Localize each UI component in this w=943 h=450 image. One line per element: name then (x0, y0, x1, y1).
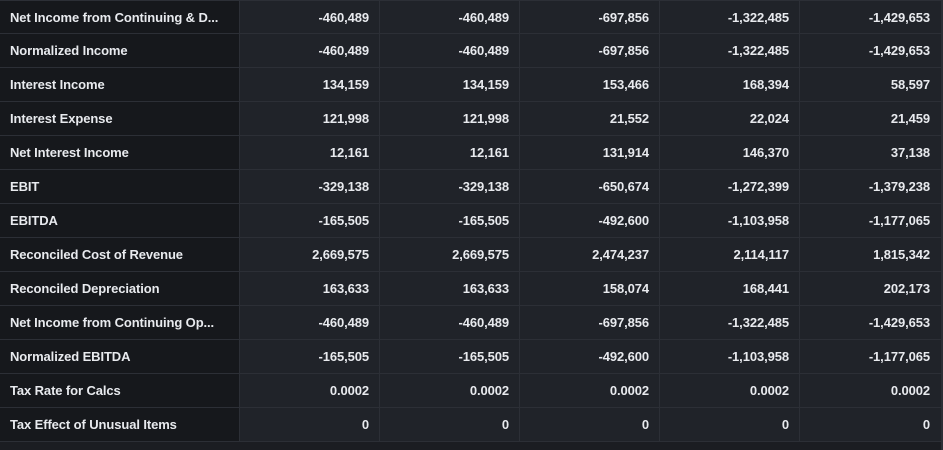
table-row[interactable]: Net Income from Continuing & D... -460,48… (0, 1, 943, 34)
row-label: Tax Effect of Unusual Items (0, 408, 240, 441)
value-cell: -1,322,485 (660, 306, 800, 339)
row-label: Net Interest Income (0, 136, 240, 169)
value-cell: 12,161 (240, 136, 380, 169)
value-cell: 22,024 (660, 102, 800, 135)
value-cell: -1,379,238 (800, 170, 943, 203)
value-cell: 2,669,575 (380, 238, 520, 271)
value-cell: 37,138 (800, 136, 943, 169)
table-row[interactable]: Tax Rate for Calcs 0.0002 0.0002 0.0002 0.00… (0, 374, 943, 408)
value-cell: 0 (800, 408, 943, 441)
row-label: Reconciled Cost of Revenue (0, 238, 240, 271)
value-cell: -460,489 (380, 34, 520, 67)
value-cell: 163,633 (240, 272, 380, 305)
value-cell: -165,505 (380, 204, 520, 237)
value-cell: -1,103,958 (660, 204, 800, 237)
value-cell: 2,474,237 (520, 238, 660, 271)
row-label: Reconciled Depreciation (0, 272, 240, 305)
value-cell: 21,552 (520, 102, 660, 135)
value-cell: 58,597 (800, 68, 943, 101)
row-label: EBIT (0, 170, 240, 203)
value-cell: -1,429,653 (800, 306, 943, 339)
value-cell: 0 (660, 408, 800, 441)
table-row[interactable]: Net Income from Continuing Op... -460,489… (0, 306, 943, 340)
value-cell: -492,600 (520, 204, 660, 237)
value-cell: -460,489 (240, 1, 380, 33)
value-cell: -1,429,653 (800, 34, 943, 67)
value-cell: 0.0002 (380, 374, 520, 407)
value-cell: 0.0002 (660, 374, 800, 407)
value-cell: -1,322,485 (660, 1, 800, 33)
value-cell: 0 (240, 408, 380, 441)
row-label: Interest Income (0, 68, 240, 101)
value-cell: -460,489 (240, 34, 380, 67)
row-label: Normalized EBITDA (0, 340, 240, 373)
row-label: Interest Expense (0, 102, 240, 135)
value-cell: 12,161 (380, 136, 520, 169)
value-cell: 168,394 (660, 68, 800, 101)
value-cell: 121,998 (380, 102, 520, 135)
value-cell: -697,856 (520, 1, 660, 33)
value-cell: -1,103,958 (660, 340, 800, 373)
value-cell: 158,074 (520, 272, 660, 305)
table-row[interactable]: Interest Expense 121,998 121,998 21,552 22,0… (0, 102, 943, 136)
value-cell: -165,505 (380, 340, 520, 373)
value-cell: 0 (520, 408, 660, 441)
table-row[interactable]: Reconciled Depreciation 163,633 163,633 158… (0, 272, 943, 306)
value-cell: 1,815,342 (800, 238, 943, 271)
value-cell: -1,177,065 (800, 340, 943, 373)
value-cell: -165,505 (240, 204, 380, 237)
value-cell: -460,489 (240, 306, 380, 339)
value-cell: -460,489 (380, 1, 520, 33)
table-row[interactable]: Reconciled Cost of Revenue 2,669,575 2,669… (0, 238, 943, 272)
value-cell: -329,138 (380, 170, 520, 203)
table-row[interactable]: Tax Effect of Unusual Items 0 0 0 0 0 (0, 408, 943, 442)
value-cell: 146,370 (660, 136, 800, 169)
scrollbar-edge[interactable] (941, 0, 943, 450)
value-cell: 0 (380, 408, 520, 441)
value-cell: 0.0002 (240, 374, 380, 407)
value-cell: -1,429,653 (800, 1, 943, 33)
value-cell: -165,505 (240, 340, 380, 373)
value-cell: 202,173 (800, 272, 943, 305)
table-row[interactable]: Interest Income 134,159 134,159 153,466 168,… (0, 68, 943, 102)
value-cell: -1,177,065 (800, 204, 943, 237)
value-cell: -492,600 (520, 340, 660, 373)
value-cell: 134,159 (380, 68, 520, 101)
table-row[interactable]: Normalized EBITDA -165,505 -165,505 -492,60… (0, 340, 943, 374)
row-label: Tax Rate for Calcs (0, 374, 240, 407)
table-row[interactable]: Net Interest Income 12,161 12,161 131,914 14… (0, 136, 943, 170)
value-cell: 121,998 (240, 102, 380, 135)
value-cell: 163,633 (380, 272, 520, 305)
table-row[interactable]: EBIT -329,138 -329,138 -650,674 -1,272,399 -1… (0, 170, 943, 204)
row-label: Net Income from Continuing & D... (0, 1, 240, 33)
value-cell: -460,489 (380, 306, 520, 339)
value-cell: 168,441 (660, 272, 800, 305)
value-cell: 2,669,575 (240, 238, 380, 271)
value-cell: 0.0002 (800, 374, 943, 407)
value-cell: 153,466 (520, 68, 660, 101)
value-cell: -650,674 (520, 170, 660, 203)
value-cell: -1,322,485 (660, 34, 800, 67)
value-cell: 131,914 (520, 136, 660, 169)
row-label: Net Income from Continuing Op... (0, 306, 240, 339)
value-cell: -329,138 (240, 170, 380, 203)
value-cell: -697,856 (520, 34, 660, 67)
value-cell: 2,114,117 (660, 238, 800, 271)
value-cell: 0.0002 (520, 374, 660, 407)
row-label: Normalized Income (0, 34, 240, 67)
value-cell: -697,856 (520, 306, 660, 339)
value-cell: 134,159 (240, 68, 380, 101)
table-row[interactable]: EBITDA -165,505 -165,505 -492,600 -1,103,958… (0, 204, 943, 238)
row-label: EBITDA (0, 204, 240, 237)
table-row[interactable]: Normalized Income -460,489 -460,489 -697,85… (0, 34, 943, 68)
value-cell: 21,459 (800, 102, 943, 135)
value-cell: -1,272,399 (660, 170, 800, 203)
